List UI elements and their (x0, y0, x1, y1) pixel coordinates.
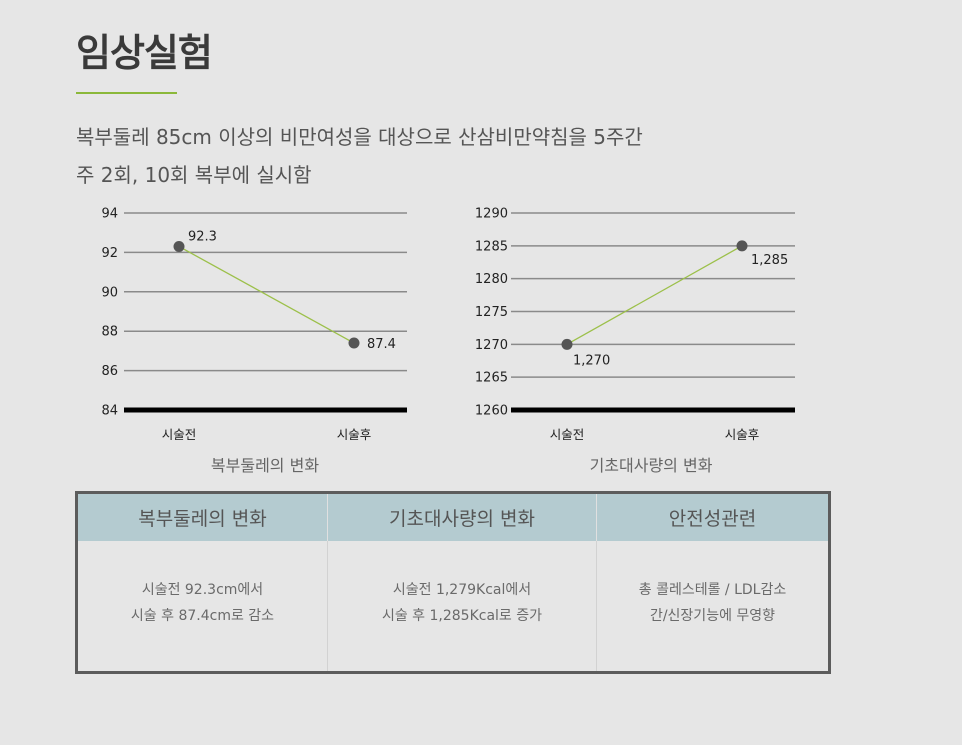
data-label: 87.4 (367, 337, 396, 352)
description: 복부둘레 85cm 이상의 비만여성을 대상으로 산삼비만약침을 5주간 주 2… (76, 118, 643, 194)
x-tick-label: 시술후 (725, 427, 760, 442)
y-tick-label: 90 (101, 285, 118, 300)
summary-cell-safety: 총 콜레스테롤 / LDL감소 간/신장기능에 무영향 (596, 541, 830, 673)
y-tick-label: 1285 (475, 239, 508, 254)
y-tick-label: 86 (101, 364, 118, 379)
data-point (348, 337, 360, 349)
y-tick-label: 84 (101, 404, 118, 419)
y-tick-label: 1275 (475, 305, 508, 320)
summary-table: 복부둘레의 변화 기초대사량의 변화 안전성관련 시술전 92.3cm에서 시술… (75, 491, 831, 674)
x-tick-label: 시술후 (337, 427, 372, 442)
y-tick-label: 88 (101, 325, 118, 340)
summary-cell-line: 총 콜레스테롤 / LDL감소 (638, 582, 787, 598)
series-line (566, 245, 743, 345)
y-tick-label: 1265 (475, 371, 508, 386)
y-tick-label: 1260 (475, 404, 508, 419)
summary-cell-line: 시술 후 1,285Kcal로 증가 (381, 608, 543, 624)
y-tick-label: 1290 (475, 207, 508, 222)
title-underline (76, 92, 177, 94)
page-title: 임상실험 (76, 31, 213, 75)
description-line-2: 주 2회, 10회 복부에 실시함 (76, 163, 312, 187)
waist-circumference-chart: 94 92 90 88 86 84 시술전 시술후 92.3 87.4 1290 1285 1280 12… (101, 207, 795, 442)
summary-body-row: 시술전 92.3cm에서 시술 후 87.4cm로 감소 시술전 1,279Kc… (76, 541, 830, 673)
summary-cell-line: 시술전 1,279Kcal에서 (392, 582, 532, 598)
summary-cell-line: 시술 후 87.4cm로 감소 (130, 608, 275, 624)
data-label: 1,285 (751, 253, 788, 268)
x-tick-label: 시술전 (162, 427, 197, 442)
data-label: 1,270 (573, 353, 610, 368)
data-point (561, 338, 573, 350)
chart-caption-metabolism: 기초대사량의 변화 (589, 456, 713, 475)
series-line (178, 245, 355, 344)
summary-cell-metabolism: 시술전 1,279Kcal에서 시술 후 1,285Kcal로 증가 (327, 541, 597, 673)
data-label: 92.3 (188, 229, 217, 244)
description-line-1: 복부둘레 85cm 이상의 비만여성을 대상으로 산삼비만약침을 5주간 (76, 125, 643, 149)
summary-header-row: 복부둘레의 변화 기초대사량의 변화 안전성관련 (76, 492, 830, 541)
y-tick-label: 1280 (475, 272, 508, 287)
summary-cell-waist: 시술전 92.3cm에서 시술 후 87.4cm로 감소 (76, 541, 328, 673)
data-point (736, 240, 748, 252)
x-tick-label: 시술전 (550, 427, 585, 442)
summary-header-waist: 복부둘레의 변화 (76, 492, 328, 541)
chart-caption-waist: 복부둘레의 변화 (210, 456, 320, 475)
y-tick-label: 94 (101, 207, 118, 222)
summary-header-safety: 안전성관련 (596, 492, 830, 541)
y-tick-label: 92 (101, 246, 118, 261)
data-point (173, 240, 185, 252)
summary-cell-line: 간/신장기능에 무영향 (649, 608, 776, 624)
summary-cell-line: 시술전 92.3cm에서 (141, 582, 264, 598)
summary-header-metabolism: 기초대사량의 변화 (327, 492, 597, 541)
y-tick-label: 1270 (475, 338, 508, 353)
